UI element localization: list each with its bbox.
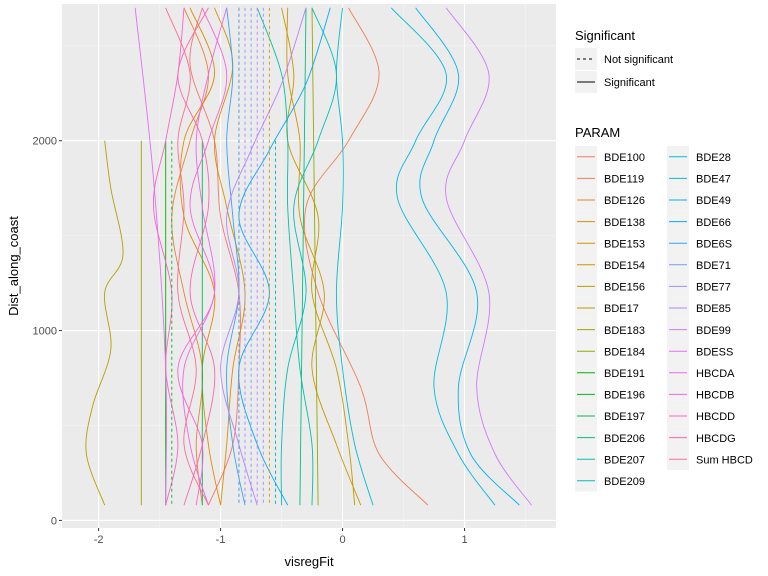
color-legend-label: BDE85 bbox=[696, 303, 731, 315]
color-legend-label: BDE28 bbox=[696, 152, 731, 164]
color-legend-label: HBCDA bbox=[696, 368, 735, 380]
color-legend-label: BDE209 bbox=[604, 476, 645, 488]
x-axis-ticks: -2 -1 0 1 bbox=[94, 528, 468, 546]
y-axis-title: Dist_along_coast bbox=[6, 216, 21, 316]
color-legend-label: BDE153 bbox=[604, 238, 645, 250]
color-legend-title: PARAM bbox=[575, 125, 620, 140]
series-line-sum-hbcd bbox=[165, 7, 209, 506]
series-line-bde126 bbox=[171, 7, 209, 506]
legend: Significant Not significant Significant P… bbox=[575, 28, 753, 492]
x-tick-label: 1 bbox=[461, 534, 467, 546]
y-tick-label: 0 bbox=[51, 515, 57, 527]
color-legend-label: HBCDB bbox=[696, 390, 735, 402]
color-legend-label: BDE71 bbox=[696, 260, 731, 272]
linetype-legend-label: Significant bbox=[604, 77, 655, 89]
y-axis-ticks: 0 1000 2000 bbox=[33, 136, 62, 527]
color-legend-label: BDE197 bbox=[604, 411, 645, 423]
color-legend-label: HBCDD bbox=[696, 411, 735, 423]
color-legend-label: BDE66 bbox=[696, 217, 731, 229]
color-legend-label: BDE191 bbox=[604, 368, 645, 380]
color-legend-label: BDE77 bbox=[696, 282, 731, 294]
color-legend-label: BDE99 bbox=[696, 325, 731, 337]
plot-lines bbox=[85, 7, 532, 506]
color-legend-label: HBCDG bbox=[696, 433, 736, 445]
color-legend-label: BDE126 bbox=[604, 195, 645, 207]
color-legend-keys: BDE100 BDE119 BDE126 BDE138 BDE153 BDE154 BDE1… bbox=[575, 146, 753, 492]
color-legend-label: BDE47 bbox=[696, 174, 731, 186]
panel-background bbox=[62, 4, 556, 528]
color-legend-label: BDE100 bbox=[604, 152, 645, 164]
color-legend-label: BDE184 bbox=[604, 346, 645, 358]
series-line-bdess bbox=[134, 7, 168, 506]
series-line-bde100 bbox=[189, 7, 241, 506]
series-line-bde154 bbox=[286, 7, 362, 506]
linetype-legend-title: Significant bbox=[575, 28, 635, 43]
linetype-legend-keys: Not significant Significant bbox=[575, 48, 673, 93]
series-line-bde119 bbox=[303, 7, 429, 506]
series-line-hbcdb bbox=[177, 7, 228, 506]
x-tick-label: -2 bbox=[94, 534, 104, 546]
color-legend-label: BDE156 bbox=[604, 282, 645, 294]
x-tick-label: 0 bbox=[339, 534, 345, 546]
series-line-bde156 bbox=[281, 7, 356, 506]
y-tick-label: 2000 bbox=[33, 136, 57, 148]
color-legend-label: BDE207 bbox=[604, 454, 645, 466]
series-line-bde153 bbox=[214, 7, 246, 506]
series-line-bde28 bbox=[335, 7, 374, 506]
color-legend-label: BDE138 bbox=[604, 217, 645, 229]
x-axis-title: visregFit bbox=[284, 554, 334, 569]
color-legend-label: BDE6S bbox=[696, 238, 732, 250]
color-legend-label: BDE154 bbox=[604, 260, 645, 272]
color-legend-label: Sum HBCD bbox=[696, 454, 753, 466]
series-line-bde66 bbox=[238, 7, 331, 506]
color-legend-label: BDESS bbox=[696, 346, 733, 358]
series-line-hbcda bbox=[182, 7, 228, 506]
linetype-legend-label: Not significant bbox=[604, 54, 673, 66]
y-tick-label: 1000 bbox=[33, 326, 57, 338]
series-line-bde47 bbox=[390, 7, 496, 506]
series-line-bde206 bbox=[299, 7, 307, 506]
series-line-hbcdd bbox=[153, 7, 185, 506]
x-tick-label: -1 bbox=[216, 534, 226, 546]
color-legend-label: BDE119 bbox=[604, 174, 644, 186]
series-line-hbcdg bbox=[177, 7, 216, 506]
series-line-bde99 bbox=[445, 7, 532, 506]
color-legend-label: BDE196 bbox=[604, 390, 645, 402]
series-line-bde49 bbox=[415, 7, 520, 506]
series-line-bde184 bbox=[311, 7, 319, 506]
series-line-bde17 bbox=[85, 140, 124, 506]
color-legend-label: BDE17 bbox=[604, 303, 639, 315]
series-line-bde85 bbox=[220, 7, 307, 506]
series-line-bde6s bbox=[226, 7, 246, 506]
color-legend-label: BDE49 bbox=[696, 195, 731, 207]
color-legend-label: BDE206 bbox=[604, 433, 645, 445]
color-legend-label: BDE183 bbox=[604, 325, 645, 337]
